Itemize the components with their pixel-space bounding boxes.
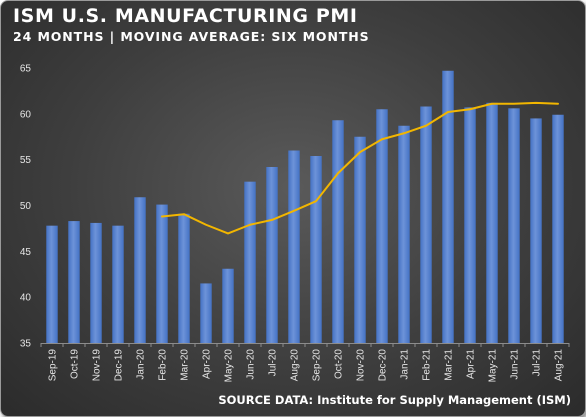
chart-subtitle: 24 MONTHS | MOVING AVERAGE: SIX MONTHS [13,29,370,44]
x-tick-label: Oct-20 [334,349,345,379]
x-tick-label: Dec-20 [378,349,389,382]
x-tick-label: Apr-20 [202,349,213,379]
x-tick-label: Jul-21 [532,349,543,377]
bar-jul-21 [530,118,542,343]
bar-oct-20 [332,120,344,343]
y-tick-label: 35 [20,339,32,350]
x-tick-label: Jun-20 [246,349,257,380]
bar-sep-20 [310,156,322,343]
bar-oct-19 [68,221,80,343]
bar-nov-20 [354,136,366,343]
bar-series [46,70,564,343]
x-tick-label: Jul-20 [268,349,279,377]
chart-title: ISM U.S. MANUFACTURING PMI [13,5,358,27]
x-tick-label: Nov-19 [92,349,103,382]
bar-mar-21 [442,70,454,343]
source-note: SOURCE DATA: Institute for Supply Manage… [218,393,571,407]
y-tick-label: 60 [20,109,32,120]
bar-jun-20 [244,181,256,343]
y-tick-label: 50 [20,201,32,212]
x-tick-label: May-20 [224,349,235,383]
bar-mar-20 [178,213,190,343]
bar-aug-20 [288,150,300,343]
bar-dec-19 [112,225,124,343]
bar-may-20 [222,268,234,343]
bar-jul-20 [266,167,278,343]
bar-jun-21 [508,108,520,343]
x-tick-label: Sep-20 [312,349,323,382]
x-tick-label: Mar-21 [444,349,455,381]
x-tick-label: Aug-20 [290,349,301,382]
x-tick-label: Feb-21 [422,349,433,381]
x-tick-label: Jun-21 [510,349,521,380]
bar-nov-19 [90,222,102,343]
moving-average-series [161,101,559,235]
bar-feb-21 [420,106,432,343]
x-tick-label: Feb-20 [158,349,169,381]
x-tick-label: Jan-20 [136,349,147,380]
x-tick-label: Apr-21 [466,349,477,379]
x-tick-label: Sep-19 [48,349,59,382]
x-tick-label: Nov-20 [356,349,367,382]
y-tick-label: 65 [20,64,32,75]
bar-sep-19 [46,225,58,343]
x-tick-label: Jan-21 [400,349,411,380]
x-tick-label: May-21 [488,349,499,383]
x-tick-label: Mar-20 [180,349,191,381]
bar-may-21 [486,102,498,343]
bar-aug-21 [552,114,564,343]
bar-apr-21 [464,107,476,343]
x-tick-label: Aug-21 [554,349,565,382]
y-tick-label: 40 [20,293,32,304]
x-tick-label: Dec-19 [114,349,125,382]
bar-jan-21 [398,125,410,343]
moving-average-line [161,101,559,235]
bar-feb-20 [156,204,168,343]
y-tick-label: 45 [20,247,32,258]
x-axis: Sep-19 Oct-19 Nov-19 Dec-19 Jan-20 Feb-20 Mar-… [40,343,570,383]
bar-apr-20 [200,283,212,343]
bar-jan-20 [134,197,146,343]
y-tick-label: 55 [20,155,32,166]
bar-dec-20 [376,109,388,343]
y-axis: 35 40 45 50 55 60 65 [20,64,32,350]
x-tick-label: Oct-19 [70,349,81,379]
